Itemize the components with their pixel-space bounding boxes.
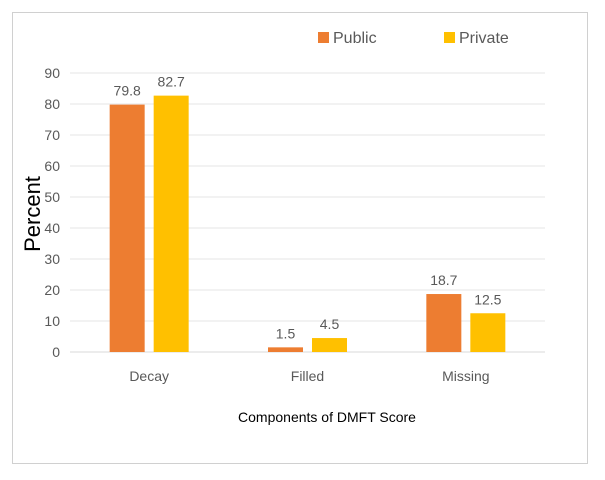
bars <box>109 95 506 353</box>
legend-swatch-public <box>318 32 329 43</box>
y-tick-label: 80 <box>44 96 60 112</box>
y-tick-label: 50 <box>44 189 60 205</box>
x-tick-label: Decay <box>129 368 169 384</box>
x-tick-label: Filled <box>291 368 324 384</box>
legend-label-private: Private <box>459 30 509 47</box>
y-tick-label: 40 <box>44 220 60 236</box>
y-axis-tick-labels: 0 10 20 30 40 50 60 70 80 90 <box>44 65 60 360</box>
y-tick-label: 10 <box>44 313 60 329</box>
y-tick-label: 90 <box>44 65 60 81</box>
legend-label-public: Public <box>333 30 377 47</box>
bar-private-missing <box>470 313 506 352</box>
legend-swatch-private <box>444 32 455 43</box>
data-label: 18.7 <box>430 272 457 288</box>
data-label: 4.5 <box>320 316 340 332</box>
y-axis-label: Percent <box>20 176 45 252</box>
x-axis-tick-labels: Decay Filled Missing <box>129 368 489 384</box>
data-label: 82.7 <box>158 74 185 90</box>
bar-public-missing <box>426 294 462 352</box>
data-label: 79.8 <box>114 83 141 99</box>
bar-private-decay <box>153 95 189 352</box>
chart-frame <box>12 12 588 464</box>
y-tick-label: 0 <box>52 344 60 360</box>
data-label: 1.5 <box>276 325 296 341</box>
y-tick-label: 30 <box>44 251 60 267</box>
y-tick-label: 60 <box>44 158 60 174</box>
data-label: 12.5 <box>474 291 501 307</box>
y-tick-label: 70 <box>44 127 60 143</box>
bar-public-decay <box>109 104 145 353</box>
x-tick-label: Missing <box>442 368 489 384</box>
data-labels: 79.8 82.7 1.5 4.5 18.7 12.5 <box>114 74 502 342</box>
legend: Public Private <box>318 30 509 47</box>
gridlines <box>70 72 545 353</box>
bar-public-filled <box>268 347 303 352</box>
y-tick-label: 20 <box>44 282 60 298</box>
x-axis-label: Components of DMFT Score <box>238 409 416 425</box>
bar-private-filled <box>312 338 347 352</box>
